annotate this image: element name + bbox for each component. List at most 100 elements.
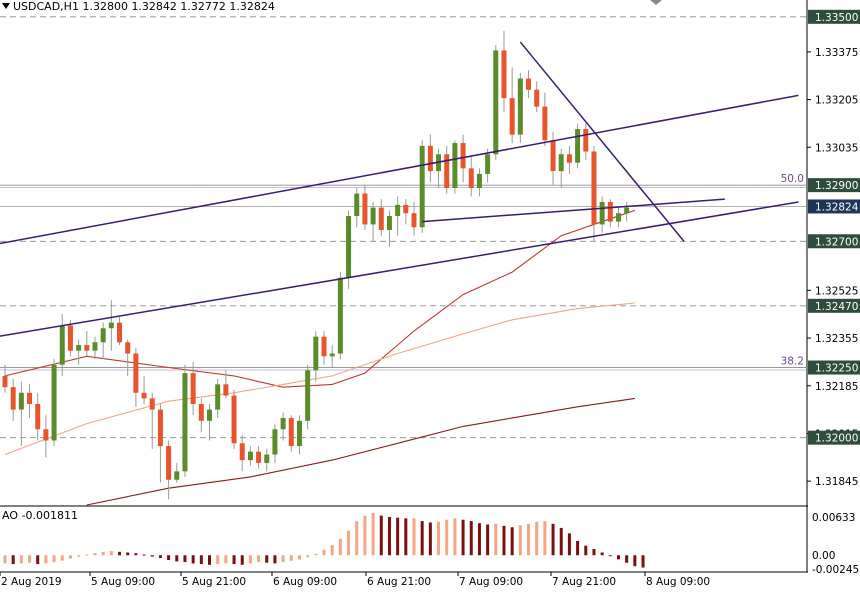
ao-bar — [617, 555, 620, 560]
ma-line-fast — [4, 209, 636, 388]
ao-bar — [625, 555, 629, 563]
ao-bar — [167, 555, 171, 561]
bear-candle — [190, 373, 196, 404]
price-tick-label: 1.33205 — [815, 95, 858, 107]
ao-bar — [224, 555, 228, 564]
ao-bar — [608, 555, 612, 557]
ao-bar — [175, 555, 179, 562]
time-label: 8 Aug 09:00 — [646, 576, 710, 588]
ao-bar — [44, 555, 48, 564]
moving-averages — [4, 209, 636, 506]
bull-candle — [108, 322, 114, 329]
bear-candle — [509, 98, 515, 135]
ao-bar — [494, 523, 498, 556]
ao-bar — [289, 555, 293, 561]
bear-candle — [223, 384, 229, 396]
bull-candle — [59, 325, 65, 365]
bear-candle — [411, 213, 417, 228]
ao-bar — [567, 533, 571, 556]
ao-bar — [600, 552, 604, 556]
ao-bar — [183, 555, 187, 563]
bull-candle — [329, 353, 335, 357]
price-level-tag-label: 1.32250 — [815, 363, 858, 375]
bear-candle — [427, 145, 433, 172]
ao-bar — [52, 555, 56, 563]
bull-candle — [215, 384, 221, 410]
bear-candle — [526, 78, 532, 90]
bear-candle — [460, 143, 466, 169]
bull-candle — [305, 370, 311, 421]
bull-candle — [419, 145, 425, 228]
price-level-tag-label: 1.32700 — [815, 236, 858, 248]
bear-candle — [444, 154, 450, 188]
shift-marker-icon[interactable] — [650, 0, 662, 5]
ao-bar — [240, 555, 244, 565]
ao-bar — [208, 555, 211, 565]
bull-candle — [18, 392, 24, 410]
ao-bar — [404, 518, 408, 556]
price-tick-label: 1.32355 — [815, 333, 858, 345]
ao-bar — [486, 524, 490, 556]
bear-candle — [542, 106, 548, 141]
bull-candle — [100, 328, 106, 343]
bull-candle — [76, 345, 82, 351]
caret-down-icon[interactable] — [2, 3, 10, 9]
bull-candle — [558, 154, 564, 172]
price-level-tag — [808, 360, 860, 375]
ao-bar — [396, 517, 400, 556]
ao-axis-label: -0.002453 — [812, 564, 860, 576]
price-level-tag — [808, 178, 860, 193]
ao-bar — [445, 519, 449, 556]
ao-bar — [281, 555, 285, 563]
time-label: 7 Aug 21:00 — [552, 576, 616, 588]
ao-bar — [68, 555, 72, 559]
ao-bar — [28, 555, 32, 563]
price-tick-label: 1.33375 — [815, 47, 858, 59]
bull-candle — [264, 454, 270, 463]
ao-bar — [126, 552, 130, 556]
ao-bar — [437, 521, 441, 556]
price-tick-label: 1.33035 — [815, 142, 858, 154]
time-label: 5 Aug 21:00 — [182, 576, 246, 588]
bull-candle — [92, 342, 98, 351]
bull-candle — [517, 78, 523, 135]
time-label: 7 Aug 09:00 — [459, 576, 523, 588]
trendlines[interactable] — [0, 41, 799, 337]
ao-bar — [314, 553, 318, 556]
ao-bar — [363, 515, 367, 556]
bull-candle — [346, 216, 352, 278]
ao-bar — [387, 516, 391, 556]
ao-bar — [257, 555, 261, 563]
bear-candle — [321, 336, 327, 357]
bear-candle — [239, 443, 245, 461]
price-level-tag-label: 1.33500 — [815, 12, 858, 24]
bull-candle — [616, 213, 621, 222]
bear-candle — [534, 89, 540, 107]
ao-bar — [502, 525, 506, 556]
ao-bar — [330, 544, 334, 556]
bear-candle — [43, 429, 49, 441]
ma-line-slow — [86, 397, 635, 506]
bull-candle — [272, 429, 278, 455]
bull-candle — [493, 50, 499, 155]
bull-candle — [207, 409, 212, 421]
ao-bar — [109, 551, 113, 556]
price-level-tag — [808, 430, 860, 445]
trendline — [0, 94, 799, 245]
ao-bar — [3, 555, 7, 564]
time-label: 5 Aug 09:00 — [91, 576, 155, 588]
time-axis: 2 Aug 2019 5 Aug 09:00 5 Aug 21:00 6 Aug 09… — [0, 572, 710, 588]
bear-candle — [166, 446, 172, 480]
level-lines: 50.0 38.2 — [0, 16, 806, 439]
ao-bar — [273, 555, 277, 564]
ao-bar — [150, 555, 154, 557]
price-level-tag — [808, 298, 860, 313]
symbol-header: USDCAD,H1 1.32800 1.32842 1.32772 1.3282… — [2, 0, 275, 13]
ao-bar — [93, 553, 97, 556]
price-tick-label: 1.31845 — [815, 476, 858, 488]
ao-bar — [551, 523, 555, 556]
ma-line-medium — [4, 302, 635, 456]
bear-candle — [125, 342, 131, 354]
bull-candle — [354, 193, 360, 217]
